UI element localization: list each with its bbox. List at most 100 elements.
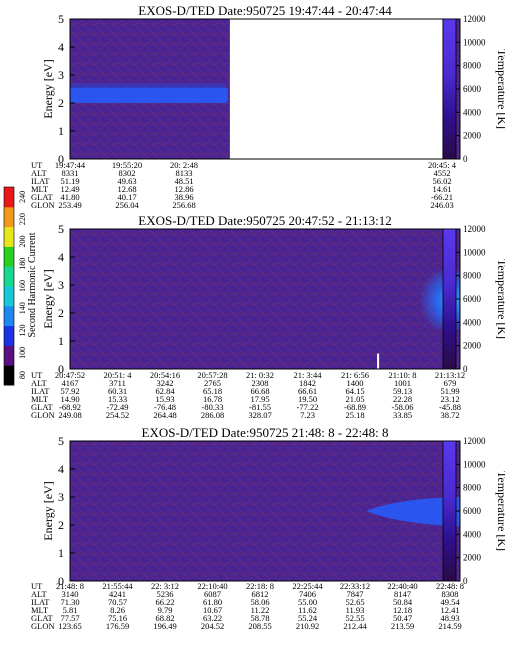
table-row-label: MLT [31,394,49,404]
table-cell: 33.85 [393,410,412,420]
temperature-colorbar: 0 2000 4000 6000 8000 10000 12000 Temperature [… [442,14,505,164]
y-tick-label: 0 [58,574,64,588]
table-cell: 6812 [252,589,269,599]
y-axis-label: Energy [eV] [41,269,55,328]
table-cell: -77.22 [297,402,319,412]
table-cell: 49.54 [440,597,460,607]
table-cell: 8331 [62,168,79,178]
y-tick-label: 2 [58,96,64,110]
colorbar-swatch [4,345,14,366]
temperature-tick-label: 10000 [463,37,486,47]
table-row-label: GLON [31,621,55,631]
table-row-label: ALT [31,168,48,178]
temperature-tick-label: 4000 [463,317,482,327]
table-cell: 48.93 [440,613,459,623]
table-cell: 256.68 [172,200,195,210]
table-cell: 12.18 [393,605,412,615]
table-cell: 286.08 [201,410,224,420]
table-cell: 12.86 [174,184,193,194]
table-cell: -66.21 [431,192,453,202]
table-cell: 61.80 [203,597,222,607]
temperature-axis-label: Temperature [K] [495,259,505,339]
y-tick-label: 5 [58,12,64,26]
table-cell: -80.33 [202,402,224,412]
table-cell: 4552 [434,168,451,178]
table-cell: 8302 [119,168,136,178]
table-cell: 59.13 [393,386,412,396]
temperature-tick-label: 12000 [463,14,486,24]
table-cell: 11.93 [346,605,365,615]
colorbar-swatch [4,286,14,307]
table-cell: 5.81 [63,605,78,615]
colorbar-tick-label: 180 [18,258,27,270]
colorbar-tick-label: 120 [18,325,27,337]
temperature-tick-label: 0 [463,576,468,586]
y-tick-label: 1 [58,546,64,560]
table-cell: 38.72 [440,410,459,420]
table-cell: 20:57:28 [197,370,227,380]
table-cell: 14.90 [60,394,79,404]
table-cell: 7847 [347,589,364,599]
table-cell: 22:40:40 [387,581,417,591]
y-tick-label: 5 [58,434,64,448]
table-cell: 20: 2:48 [170,160,198,170]
table-cell: 8133 [176,168,193,178]
table-cell: 17.95 [250,394,269,404]
table-cell: 176.59 [106,621,129,631]
table-cell: 52.55 [345,613,364,623]
table-cell: 679 [444,378,457,388]
colorbar-swatch [4,226,14,247]
colorbar-swatch [4,365,14,386]
table-cell: 22:18: 8 [246,581,274,591]
temperature-tick-label: 0 [463,364,468,374]
table-cell: 20:45: 4 [428,160,457,170]
table-cell: 249.08 [58,410,81,420]
table-cell: 196.49 [153,621,176,631]
second-harmonic-colorbar-label: Second Harmonic Current [27,232,38,337]
table-cell: 60.31 [108,386,127,396]
table-cell: 2765 [204,378,221,388]
temperature-tick-label: 4000 [463,529,482,539]
table-row-label: GLAT [31,613,54,623]
table-cell: 12.49 [60,184,79,194]
colorbar-swatch [4,187,14,208]
second-harmonic-colorbar: 80 100 120 140 160 180 200 220 240 Second Harmon… [3,186,38,386]
temperature-tick-label: 2000 [463,553,482,563]
temperature-tick-label: 2000 [463,131,482,141]
energy-band [366,497,460,527]
temperature-colorbar: 0 2000 4000 6000 8000 10000 12000 Temperature [… [442,436,505,586]
table-cell: 264.48 [153,410,176,420]
y-tick-label: 0 [58,152,64,166]
table-cell: 19.50 [298,394,317,404]
table-cell: 212.44 [343,621,367,631]
spectrogram-panel-1: EXOS-D/TED Date:950725 19:47:44 - 20:47:… [31,3,505,210]
table-row-label: ILAT [31,386,50,396]
table-cell: 21: 6:56 [341,370,369,380]
table-cell: 204.52 [201,621,224,631]
table-cell: 21:13:12 [435,370,465,380]
table-cell: 56.02 [432,176,451,186]
colorbar-swatch [4,325,14,346]
table-cell: 7406 [299,589,316,599]
y-tick-label: 4 [58,40,64,54]
table-cell: 14.61 [432,184,451,194]
table-cell: 1842 [299,378,316,388]
temperature-tick-label: 0 [463,154,468,164]
table-cell: 253.49 [58,200,81,210]
table-cell: 22:10:40 [197,581,227,591]
table-cell: 63.22 [203,613,222,623]
table-cell: 48.51 [174,176,193,186]
table-cell: 1400 [347,378,364,388]
table-cell: 55.00 [298,597,317,607]
table-cell: 10.67 [203,605,222,615]
table-cell: -45.88 [439,402,461,412]
table-cell: 20:54:16 [150,370,180,380]
table-cell: 3140 [62,589,79,599]
table-row-label: ILAT [31,597,50,607]
temperature-tick-label: 6000 [463,506,482,516]
panel-title: EXOS-D/TED Date:950725 19:47:44 - 20:47:… [138,3,392,18]
y-tick-label: 3 [58,68,64,82]
colorbar-tick-label: 200 [18,235,27,247]
energy-band [70,87,228,103]
